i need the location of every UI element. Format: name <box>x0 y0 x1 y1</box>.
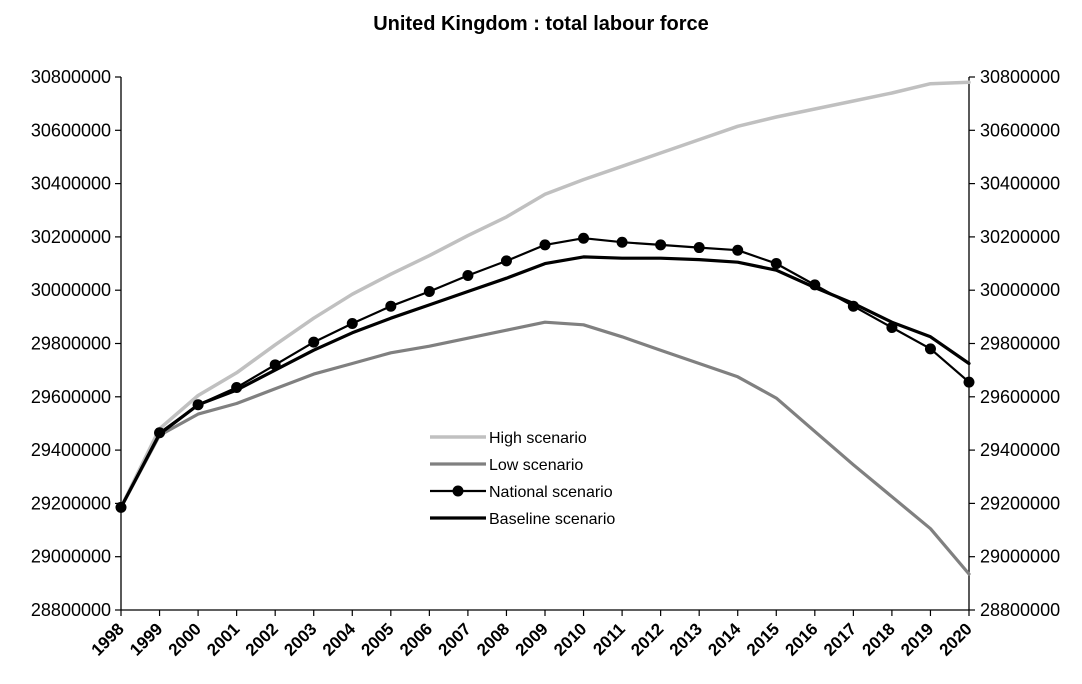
y-tick-label-left: 29800000 <box>31 334 111 354</box>
x-tick-label: 2020 <box>936 619 976 659</box>
legend-label-3: Baseline scenario <box>489 511 615 528</box>
data-point <box>385 300 397 312</box>
data-point <box>423 286 435 298</box>
x-tick-label: 2009 <box>512 619 552 659</box>
x-tick-label: 2004 <box>319 619 360 660</box>
y-tick-label-left: 30400000 <box>31 174 111 194</box>
x-tick-label: 2015 <box>743 619 783 659</box>
x-tick-label: 1998 <box>88 619 128 659</box>
y-tick-label-right: 30600000 <box>980 120 1060 140</box>
x-tick-label: 2012 <box>627 619 667 659</box>
legend-label-1: Low scenario <box>489 457 583 474</box>
data-point <box>770 258 782 270</box>
x-tick-label: 2006 <box>396 619 436 659</box>
y-tick-label-right: 28800000 <box>980 600 1060 620</box>
series-line-1 <box>119 320 971 576</box>
data-point <box>924 343 936 355</box>
x-tick-label: 2002 <box>242 619 282 659</box>
y-tick-label-left: 29600000 <box>31 387 111 407</box>
y-tick-label-right: 30400000 <box>980 174 1060 194</box>
x-tick-label: 1999 <box>126 619 166 659</box>
y-tick-label-right: 29600000 <box>980 387 1060 407</box>
y-tick-label-right: 30800000 <box>980 67 1060 87</box>
y-tick-label-left: 30200000 <box>31 227 111 247</box>
data-point <box>963 376 975 388</box>
x-tick-label: 2014 <box>704 619 745 660</box>
series-line-0 <box>119 80 971 510</box>
y-tick-label-right: 29400000 <box>980 440 1060 460</box>
y-tick-label-right: 30000000 <box>980 280 1060 300</box>
y-tick-label-left: 29200000 <box>31 493 111 513</box>
legend-label-0: High scenario <box>489 430 587 447</box>
x-tick-label: 2016 <box>781 619 821 659</box>
y-tick-label-right: 29800000 <box>980 334 1060 354</box>
x-tick-label: 2017 <box>820 619 860 659</box>
chart-title: United Kingdom : total labour force <box>373 13 709 35</box>
data-point <box>578 232 590 244</box>
x-tick-label: 2007 <box>435 619 475 659</box>
series-line-3 <box>119 255 971 509</box>
legend-label-2: National scenario <box>489 484 613 501</box>
x-tick-label: 2019 <box>897 619 937 659</box>
y-tick-label-right: 29000000 <box>980 547 1060 567</box>
y-tick-label-left: 30600000 <box>31 120 111 140</box>
legend-marker-2 <box>452 485 464 497</box>
data-point <box>462 270 474 282</box>
data-point <box>732 244 744 256</box>
y-tick-label-right: 30200000 <box>980 227 1060 247</box>
series-layer <box>115 80 975 576</box>
data-point <box>693 242 705 254</box>
legend: High scenario Low scenario National scenar… <box>430 430 615 528</box>
data-point <box>539 239 551 251</box>
y-tick-label-right: 29200000 <box>980 493 1060 513</box>
x-tick-label: 2008 <box>473 619 513 659</box>
data-point <box>308 336 320 348</box>
x-tick-label: 2018 <box>859 619 899 659</box>
data-point <box>655 239 667 251</box>
y-tick-label-left: 30800000 <box>31 67 111 87</box>
y-tick-label-left: 30000000 <box>31 280 111 300</box>
axes: 28800000 28800000 29000000 29000000 29200000… <box>31 67 1060 660</box>
data-point <box>616 236 628 248</box>
x-tick-label: 2011 <box>589 619 629 659</box>
y-tick-label-left: 29000000 <box>31 547 111 567</box>
y-tick-label-left: 29400000 <box>31 440 111 460</box>
x-tick-label: 2010 <box>550 619 590 659</box>
y-tick-label-left: 28800000 <box>31 600 111 620</box>
x-tick-label: 2000 <box>165 619 205 659</box>
x-tick-label: 2005 <box>357 619 397 659</box>
x-tick-label: 2013 <box>666 619 706 659</box>
data-point <box>346 318 358 330</box>
x-tick-label: 2003 <box>280 619 320 659</box>
x-tick-label: 2001 <box>203 619 243 659</box>
data-point <box>500 255 512 267</box>
